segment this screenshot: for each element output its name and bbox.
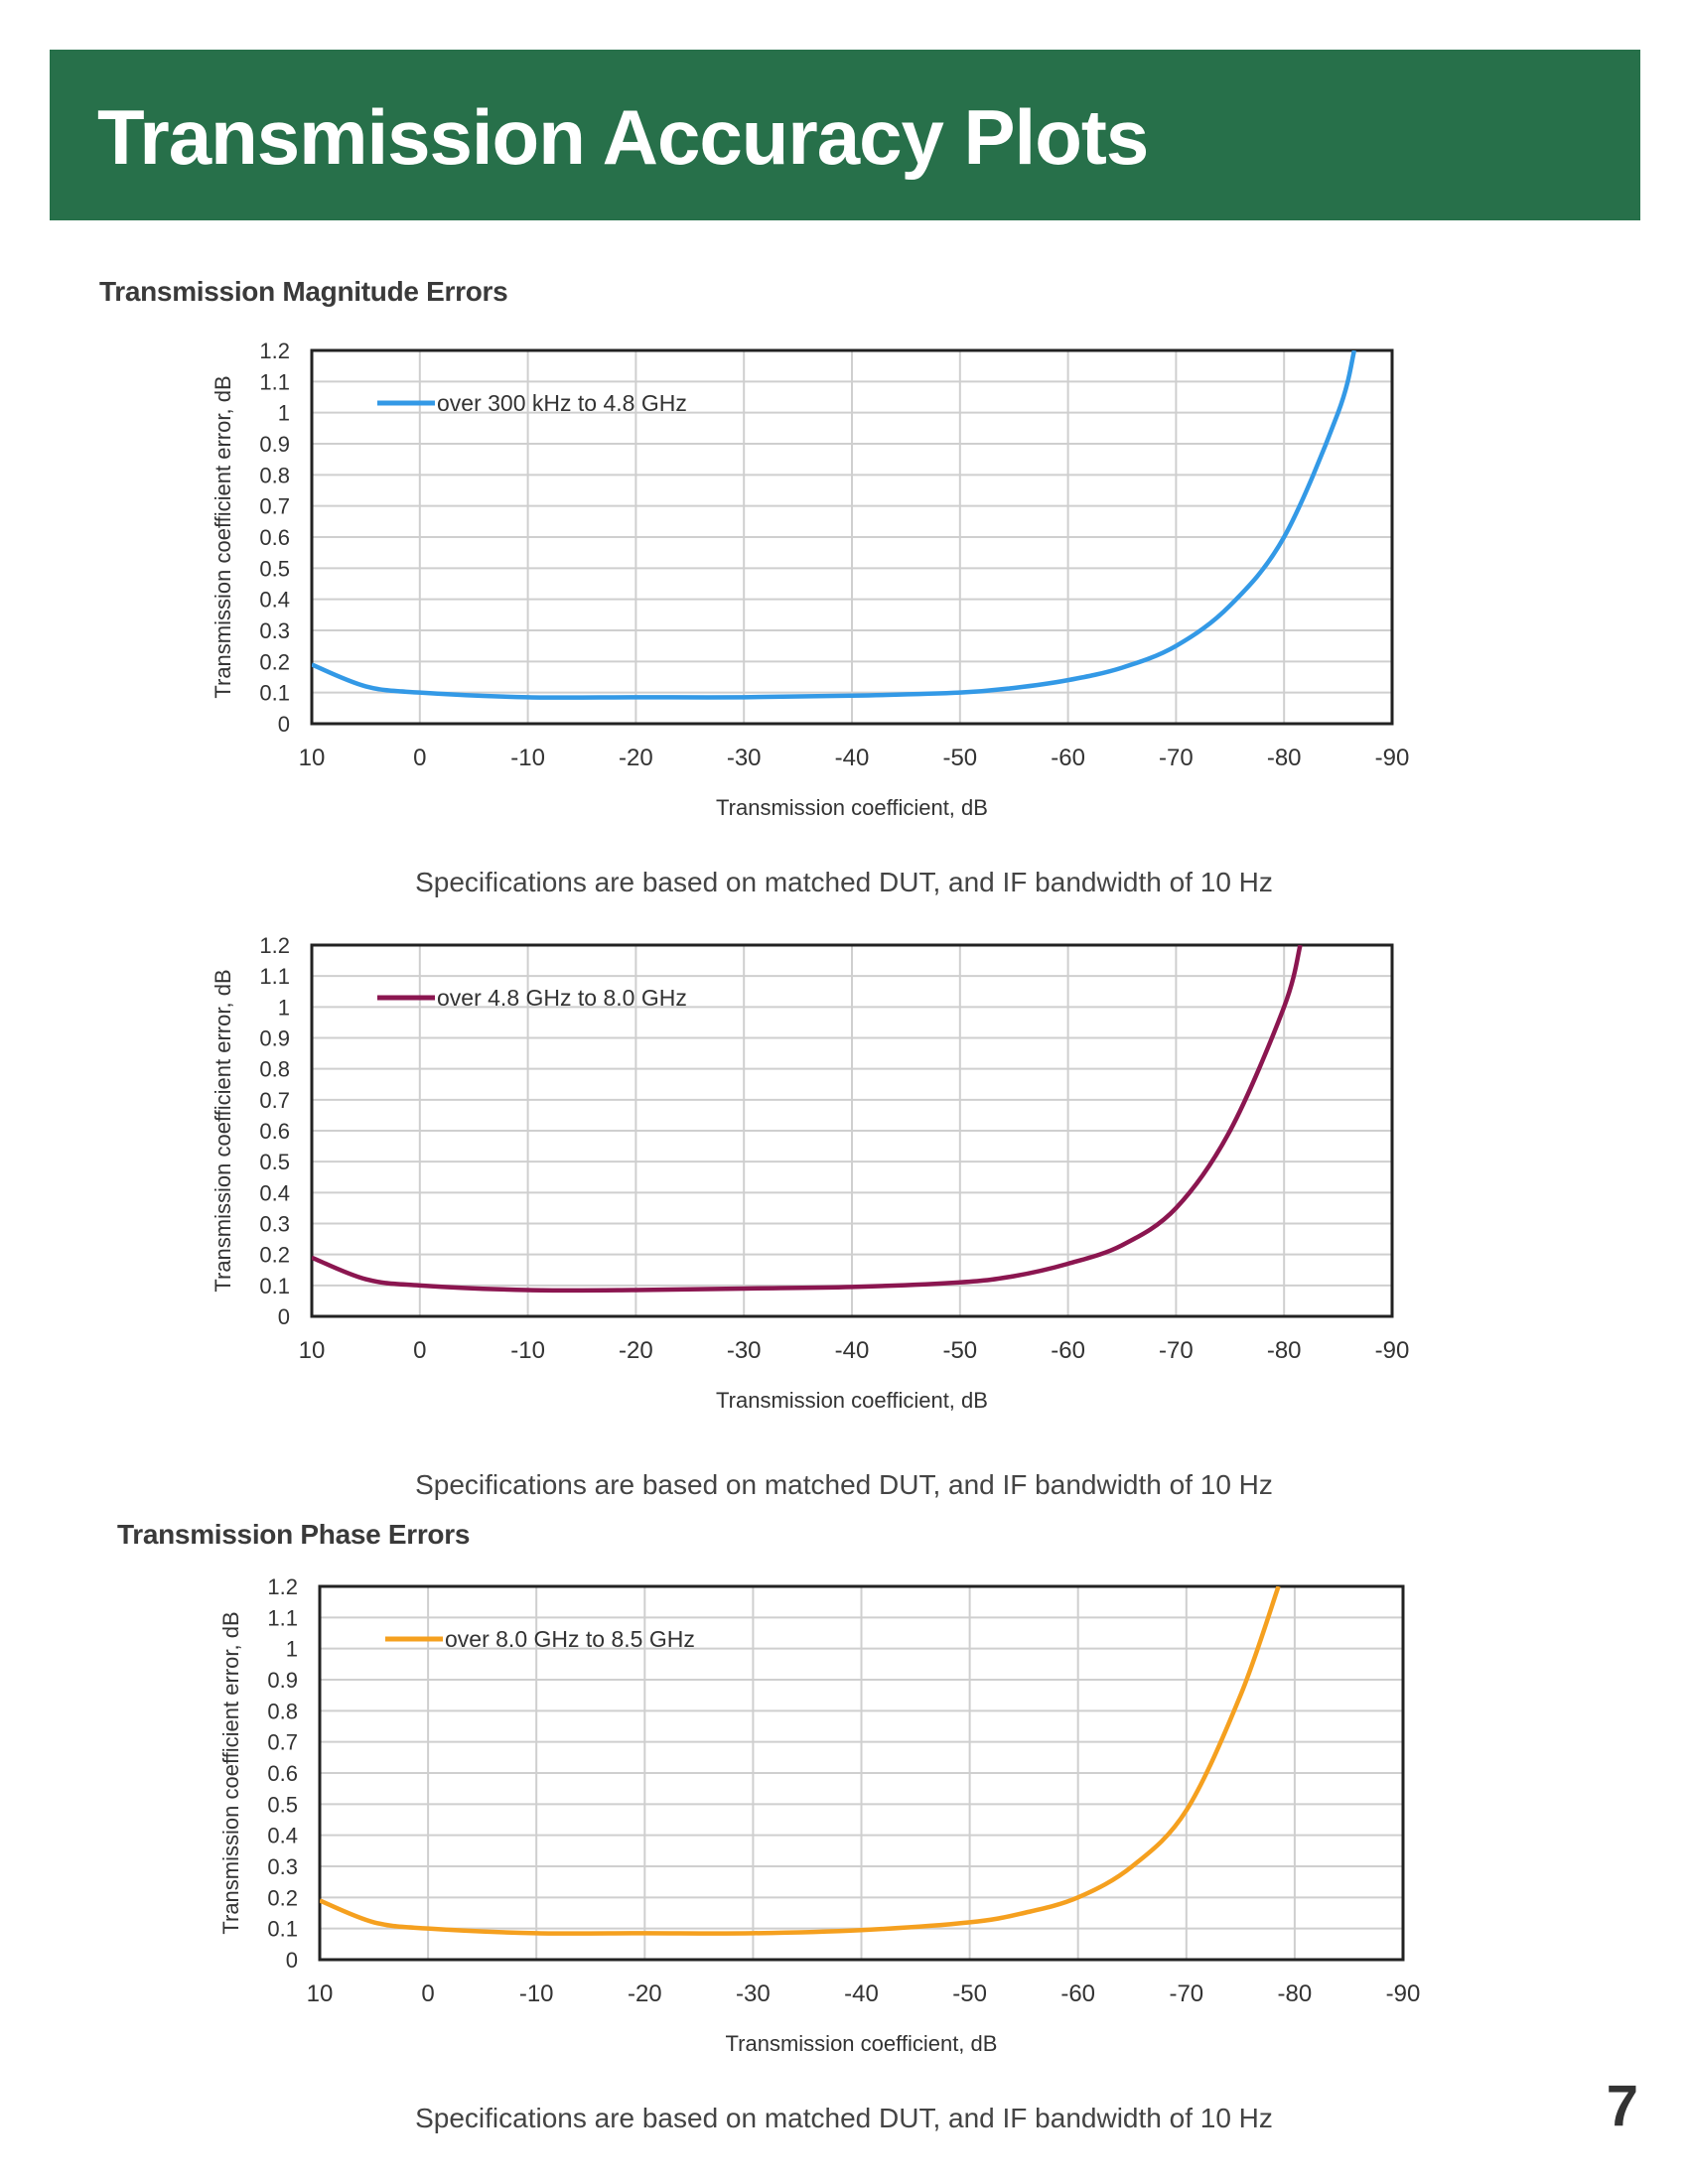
x-axis-label: Transmission coefficient, dB (726, 2031, 998, 2056)
y-tick-label: 0.6 (259, 525, 290, 550)
y-tick-label: 1 (278, 401, 290, 426)
x-tick-label: -50 (942, 745, 977, 771)
x-axis-label: Transmission coefficient, dB (716, 795, 988, 820)
x-tick-label: -10 (510, 1337, 545, 1364)
plot-frame (310, 348, 1394, 726)
y-tick-label: 1.2 (259, 339, 290, 363)
y-tick-label: 0.8 (259, 1057, 290, 1082)
y-tick-label: 0.1 (259, 681, 290, 706)
y-tick-label: 1.1 (267, 1605, 298, 1630)
y-tick-label: 0.2 (259, 1243, 290, 1268)
chart-3: 0 0.1 0.2 0.3 0.4 0.5 0.6 0.7 0.8 0.9 1 1.1 1.2 10 0 -1… (218, 1574, 1420, 2056)
y-tick-label: 0.3 (259, 1212, 290, 1237)
x-tick-label: -90 (1375, 745, 1410, 771)
x-tick-label: -50 (952, 1980, 987, 2007)
y-tick-label: 0.2 (267, 1885, 298, 1910)
series-line (320, 1586, 1281, 1936)
y-tick-label: 1 (286, 1637, 298, 1662)
y-axis-label: Transmission coefficient error, dB (218, 1611, 243, 1934)
plot-frame (310, 943, 1394, 1318)
y-tick-label: 1.1 (259, 369, 290, 394)
y-tick-label: 0.5 (259, 1150, 290, 1174)
section-title-magnitude: Transmission Magnitude Errors (99, 276, 508, 307)
x-tick-label: -40 (835, 745, 870, 771)
x-tick-label: -40 (844, 1980, 879, 2007)
x-tick-label: -80 (1267, 1337, 1302, 1364)
y-tick-label: 0.1 (259, 1274, 290, 1298)
x-tick-label: -10 (510, 745, 545, 771)
x-tick-label: -70 (1169, 1980, 1203, 2007)
y-tick-label: 1.2 (259, 933, 290, 958)
y-tick-label: 0.6 (259, 1119, 290, 1144)
x-tick-label: 0 (413, 1337, 426, 1364)
x-tick-label: -70 (1159, 1337, 1194, 1364)
x-tick-label: -20 (619, 1337, 653, 1364)
chart-caption: Specifications are based on matched DUT,… (415, 867, 1273, 897)
series-line (312, 945, 1303, 1294)
legend-label: over 300 kHz to 4.8 GHz (437, 390, 687, 416)
y-tick-label: 0.5 (267, 1792, 298, 1817)
chart-caption: Specifications are based on matched DUT,… (415, 1469, 1273, 1500)
x-tick-label: 10 (307, 1980, 334, 2007)
x-tick-label: -70 (1159, 745, 1194, 771)
y-tick-label: 0.5 (259, 556, 290, 581)
page-number: 7 (1606, 2074, 1638, 2138)
x-tick-label: -30 (727, 745, 762, 771)
x-tick-label: -60 (1051, 1337, 1085, 1364)
x-tick-label: -40 (835, 1337, 870, 1364)
y-tick-label: 0.2 (259, 649, 290, 674)
y-tick-label: 0.8 (267, 1699, 298, 1723)
x-tick-label: -90 (1375, 1337, 1410, 1364)
y-tick-label: 0.4 (259, 588, 290, 613)
page-header: Transmission Accuracy Plots (50, 50, 1640, 220)
legend-label: over 4.8 GHz to 8.0 GHz (437, 985, 687, 1011)
y-tick-label: 0.3 (267, 1854, 298, 1879)
x-tick-label: -30 (736, 1980, 771, 2007)
y-tick-label: 0.7 (259, 494, 290, 519)
chart-1: 0 0.1 0.2 0.3 0.4 0.5 0.6 0.7 0.8 0.9 1 1.1 1.2 10 0 -1… (211, 339, 1409, 820)
y-tick-label: 1.1 (259, 964, 290, 989)
page-title: Transmission Accuracy Plots (97, 93, 1149, 181)
y-tick-label: 0.7 (259, 1088, 290, 1113)
y-tick-label: 1.2 (267, 1574, 298, 1599)
y-tick-label: 0.3 (259, 618, 290, 643)
y-tick-label: 0 (278, 712, 290, 737)
section-title-phase: Transmission Phase Errors (117, 1519, 471, 1550)
x-tick-label: -50 (942, 1337, 977, 1364)
chart-2: 0 0.1 0.2 0.3 0.4 0.5 0.6 0.7 0.8 0.9 1 1.1 1.2 10 0 -1… (211, 933, 1409, 1413)
x-tick-label: 0 (413, 745, 426, 771)
y-tick-label: 0.9 (267, 1668, 298, 1693)
y-axis-label: Transmission coefficient error, dB (211, 375, 235, 698)
y-tick-label: 0.8 (259, 463, 290, 487)
y-tick-label: 1 (278, 995, 290, 1020)
x-tick-label: 10 (299, 1337, 326, 1364)
x-tick-label: -80 (1267, 745, 1302, 771)
x-tick-label: -20 (619, 745, 653, 771)
x-tick-label: -20 (628, 1980, 662, 2007)
legend-label: over 8.0 GHz to 8.5 GHz (445, 1626, 695, 1652)
y-tick-label: 0.6 (267, 1761, 298, 1786)
x-tick-label: 0 (421, 1980, 434, 2007)
x-axis-label: Transmission coefficient, dB (716, 1388, 988, 1413)
x-tick-label: -30 (727, 1337, 762, 1364)
y-tick-label: 0.4 (259, 1180, 290, 1205)
x-tick-label: -60 (1060, 1980, 1095, 2007)
y-tick-label: 0.9 (259, 432, 290, 457)
y-tick-label: 0.7 (267, 1730, 298, 1755)
y-tick-label: 0.9 (259, 1026, 290, 1051)
y-tick-label: 0 (286, 1948, 298, 1973)
y-tick-label: 0 (278, 1304, 290, 1329)
x-tick-label: -90 (1386, 1980, 1421, 2007)
y-axis-label: Transmission coefficient error, dB (211, 969, 235, 1292)
series-line (312, 350, 1357, 700)
x-tick-label: -10 (519, 1980, 554, 2007)
x-tick-label: -80 (1278, 1980, 1313, 2007)
y-tick-label: 0.4 (267, 1824, 298, 1848)
chart-caption: Specifications are based on matched DUT,… (415, 2103, 1273, 2133)
x-tick-label: 10 (299, 745, 326, 771)
x-tick-label: -60 (1051, 745, 1085, 771)
y-tick-label: 0.1 (267, 1917, 298, 1942)
plot-frame (318, 1584, 1405, 1962)
